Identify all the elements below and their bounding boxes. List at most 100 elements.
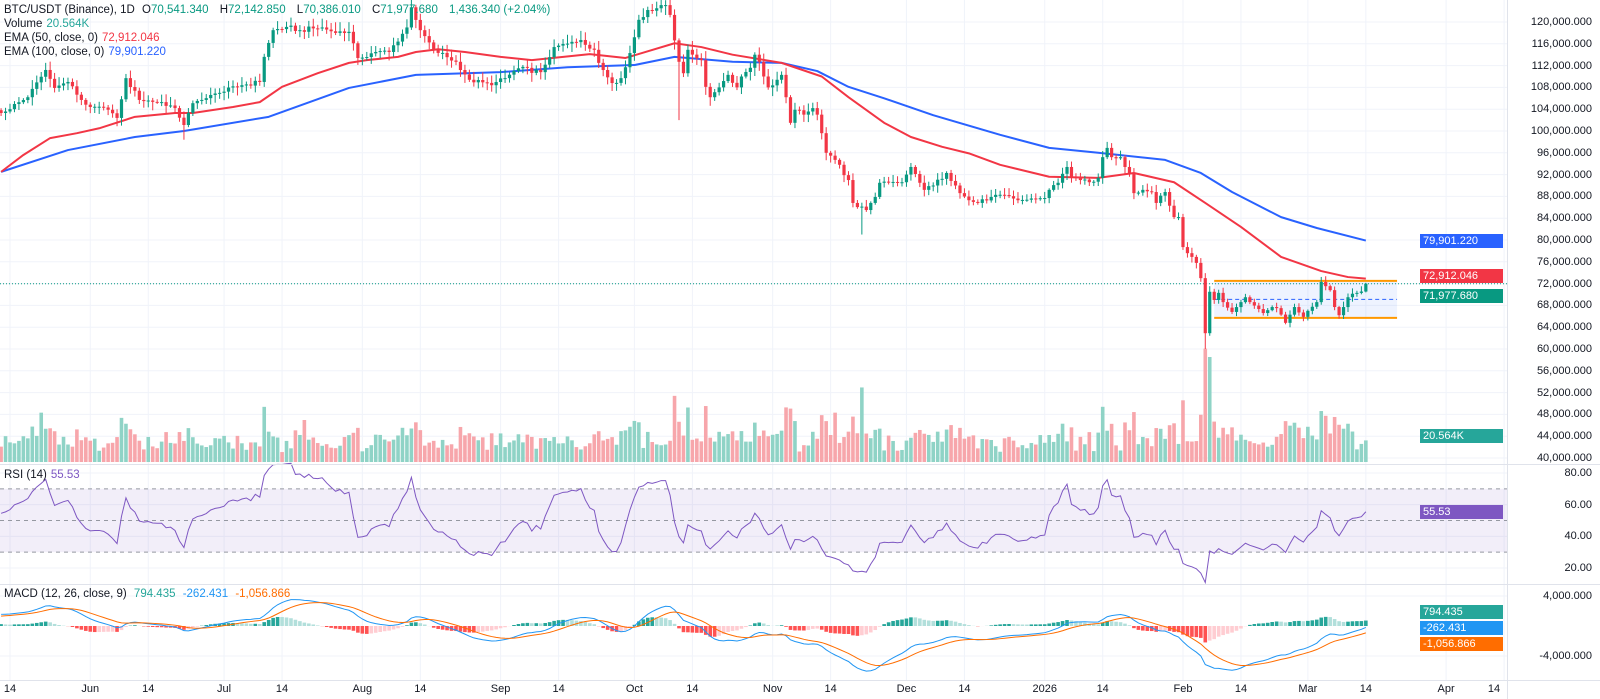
macd-histogram-bar	[744, 626, 748, 628]
volume-legend[interactable]: Volume 20.564K	[4, 17, 93, 31]
macd-histogram-bar	[92, 626, 97, 633]
macd-histogram-bar	[1042, 624, 1047, 626]
macd-histogram-bar	[1163, 626, 1167, 631]
macd-histogram-bar	[868, 626, 873, 633]
macd-signal-line	[1, 602, 1366, 667]
macd-histogram-bar	[909, 617, 913, 626]
ema50-line	[0, 42, 1366, 280]
time-axis-label: 14	[686, 683, 699, 695]
volume-bar	[284, 440, 289, 462]
volume-bar	[650, 442, 655, 462]
macd-histogram-bar	[953, 621, 958, 626]
volume-bar	[1203, 348, 1208, 462]
volume-bar	[70, 446, 75, 462]
candle-body	[75, 86, 79, 95]
time-axis-label: Apr	[1437, 683, 1455, 695]
macd-histogram-bar	[860, 626, 864, 636]
volume-bar	[101, 447, 106, 462]
volume-bar	[1087, 432, 1092, 462]
ema100-legend[interactable]: EMA (100, close, 0) 79,901.220	[4, 45, 170, 59]
candle-body	[878, 182, 882, 197]
volume-bar	[1136, 444, 1141, 462]
volume-bar	[414, 422, 418, 462]
candle-body	[837, 159, 842, 165]
volume-bar	[641, 447, 646, 462]
candle-body	[1074, 176, 1078, 179]
macd-histogram-bar	[12, 624, 17, 626]
price-axis-label: 120,000.000	[1530, 16, 1592, 28]
volume-bar	[373, 434, 378, 462]
candle-body	[1333, 290, 1337, 308]
volume-bar	[458, 426, 463, 462]
candle-body	[195, 100, 199, 104]
macd-histogram-bar	[886, 622, 891, 626]
price-axis-label: 40,000.000	[1536, 452, 1592, 464]
volume-bar	[561, 443, 565, 462]
candle-body	[1190, 253, 1194, 257]
macd-histogram-bar	[52, 623, 57, 626]
volume-bar	[1020, 445, 1025, 462]
volume-bar	[1127, 430, 1132, 462]
macd-histogram-bar	[409, 622, 414, 626]
candle-body	[1047, 189, 1051, 199]
volume-bar	[449, 444, 454, 462]
volume-bar	[485, 449, 490, 462]
macd-histogram-bar	[543, 623, 547, 626]
ema50-legend[interactable]: EMA (50, close, 0) 72,912.046	[4, 31, 164, 45]
volume-bar	[1105, 430, 1109, 462]
pane-separator[interactable]	[0, 464, 1600, 465]
macd-histogram-bar	[1212, 626, 1216, 640]
macd-histogram-bar	[1252, 624, 1257, 626]
volume-bar	[1154, 428, 1159, 462]
candle-body	[338, 31, 342, 33]
volume-bar	[552, 437, 556, 462]
candle-body	[1145, 189, 1149, 192]
macd-histogram-bar	[802, 626, 806, 631]
volume-bar	[124, 423, 128, 462]
volume-bar	[842, 437, 846, 462]
candle-body	[1083, 179, 1087, 181]
macd-histogram-bar	[150, 626, 155, 627]
candle-body	[271, 30, 275, 43]
volume-bar	[1337, 424, 1341, 462]
pane-separator[interactable]	[0, 584, 1600, 585]
candle-body	[681, 61, 686, 74]
macd-histogram-bar	[1074, 621, 1078, 626]
candle-body	[209, 94, 213, 99]
volume-bar	[686, 407, 690, 462]
macd-histogram-bar	[699, 626, 704, 633]
candle-body	[414, 7, 418, 20]
rsi-legend[interactable]: RSI (14) 55.53	[4, 468, 84, 482]
volume-bar	[8, 442, 12, 462]
candle-body	[900, 182, 904, 184]
macd-histogram-bar	[1100, 622, 1105, 626]
volume-bar	[307, 439, 311, 462]
candle-body	[1056, 182, 1060, 186]
volume-bar	[1016, 447, 1020, 462]
volume-bar	[784, 407, 788, 462]
candle-body	[967, 196, 971, 201]
volume-bar	[811, 431, 815, 462]
macd-histogram-bar	[195, 626, 200, 627]
volume-bar	[1234, 440, 1239, 462]
volume-bar	[1341, 428, 1346, 462]
macd-histogram-bar	[677, 626, 681, 629]
candle-body	[1297, 307, 1301, 313]
volume-bar	[993, 446, 998, 462]
macd-line-tag: -262.431	[1420, 621, 1503, 635]
volume-bar	[97, 450, 101, 462]
candle-body	[1324, 281, 1328, 287]
volume-bar	[208, 445, 213, 462]
candle-body	[726, 74, 730, 82]
volume-bar	[43, 428, 48, 462]
macd-histogram-bar	[797, 626, 802, 631]
candle-body	[869, 202, 873, 211]
candle-body	[1275, 307, 1279, 309]
volume-bar	[52, 431, 57, 462]
macd-histogram-bar	[605, 626, 610, 630]
macd-legend[interactable]: MACD (12, 26, close, 9) 794.435 -262.431…	[4, 587, 294, 601]
candle-body	[17, 102, 21, 105]
candle-body	[1248, 297, 1252, 303]
volume-bar	[400, 427, 405, 462]
